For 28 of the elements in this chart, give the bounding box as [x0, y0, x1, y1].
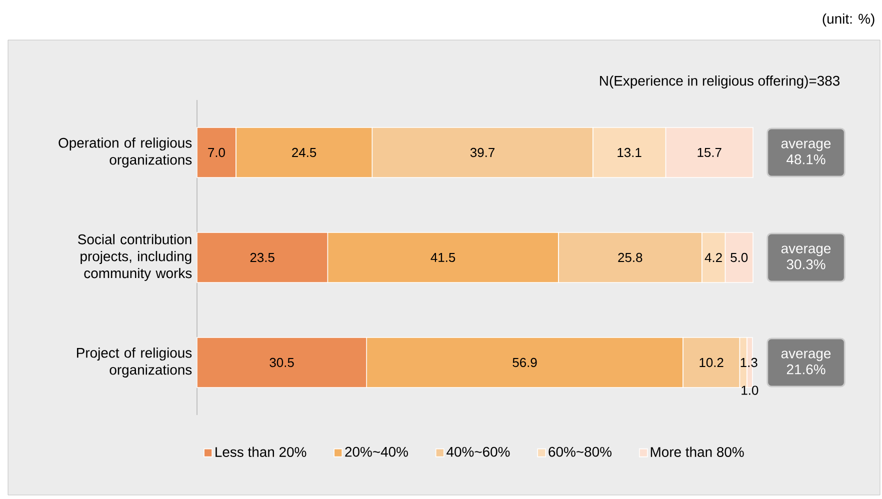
data-label: 56.9 [512, 358, 537, 368]
y-tick-label: Social contribution projects, including community works [78, 234, 192, 281]
text: (unit: %) [822, 14, 874, 26]
data-label: 23.5 [250, 252, 274, 262]
legend-label: More than 80% [650, 446, 744, 457]
data-label: 5.0 [730, 252, 748, 262]
data-label: 4.2 [704, 252, 722, 262]
text: average 48.1% [781, 140, 831, 164]
data-label: 13.1 [618, 148, 642, 158]
data-label: 1.0 [742, 386, 758, 395]
text: N(Experience in religious offering)=383 [600, 76, 840, 88]
data-label: 25.8 [618, 252, 642, 262]
legend-label: 40%~60% [446, 446, 510, 457]
data-label: 1.3 [740, 358, 758, 368]
data-label: 41.5 [430, 252, 456, 262]
y-tick-label: Operation of religious organizations [58, 138, 192, 168]
data-label: 15.7 [698, 148, 722, 158]
data-label: 39.7 [470, 148, 494, 158]
data-label: 7.0 [208, 148, 225, 158]
text: average 30.3% [781, 246, 831, 270]
legend-label: Less than 20% [216, 446, 306, 457]
text: average 21.6% [781, 350, 831, 374]
y-tick-label: Project of religious organizations [77, 348, 192, 378]
data-label: 10.2 [700, 358, 724, 368]
data-label: 30.5 [270, 358, 294, 368]
legend-label: 20%~40% [345, 446, 408, 457]
data-label: 24.5 [292, 148, 316, 158]
legend-label: 60%~80% [548, 446, 612, 457]
